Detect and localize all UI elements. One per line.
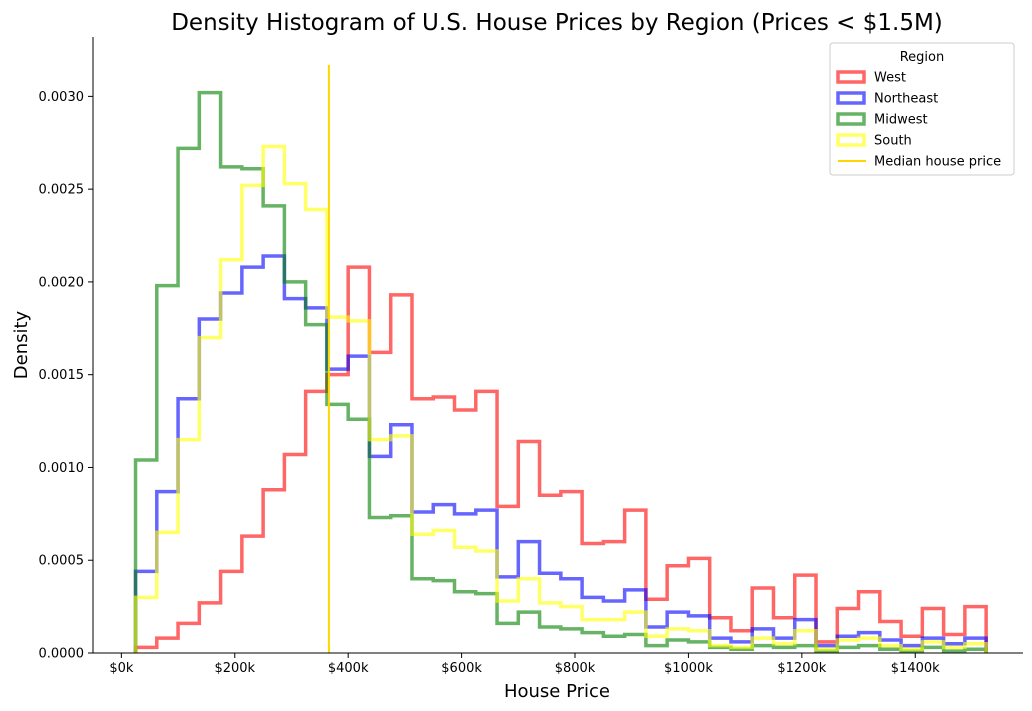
x-tick-label: $1000k xyxy=(664,661,713,676)
legend-frame xyxy=(829,42,1015,176)
legend-swatch-midwest xyxy=(836,112,866,126)
legend-label-south: South xyxy=(874,134,912,149)
y-tick-label: 0.0005 xyxy=(39,554,85,569)
x-tick-label: $200k xyxy=(214,661,255,676)
x-tick-label: $800k xyxy=(555,661,596,676)
legend-label-midwest: Midwest xyxy=(874,113,928,128)
series-layer xyxy=(133,90,988,653)
x-axis-label: House Price xyxy=(504,681,610,702)
y-axis-label: Density xyxy=(11,310,32,379)
y-tick-label: 0.0000 xyxy=(39,647,85,662)
legend-swatch-west xyxy=(836,70,866,84)
legend: Region West Northeast Midwest South Median h… xyxy=(829,42,1015,176)
x-tick-label: $1400k xyxy=(891,661,940,676)
y-tick-label: 0.0025 xyxy=(39,183,85,198)
x-tick-label: $400k xyxy=(328,661,369,676)
y-tick-label: 0.0030 xyxy=(39,90,85,105)
legend-swatch-northeast xyxy=(836,91,866,105)
x-tick-label: $1200k xyxy=(777,661,826,676)
legend-label-median-house-price: Median house price xyxy=(874,155,1001,170)
series-northeast-outline xyxy=(133,254,988,653)
series-south-outline xyxy=(133,144,988,653)
legend-entries: West Northeast Midwest South Median house pr… xyxy=(836,70,1001,170)
legend-label-northeast: Northeast xyxy=(874,92,938,107)
legend-swatch-south xyxy=(836,133,866,147)
legend-title: Region xyxy=(900,50,945,65)
axes: $0k $200k $400k $600k $800k $1000k $1200k $1400… xyxy=(39,37,1023,676)
series-midwest-outline xyxy=(133,90,988,653)
x-tick-label: $0k xyxy=(109,661,134,676)
series-west-outline xyxy=(133,265,988,653)
y-tick-label: 0.0015 xyxy=(39,368,85,383)
y-tick-label: 0.0020 xyxy=(39,275,85,290)
chart-title: Density Histogram of U.S. House Prices b… xyxy=(171,10,943,36)
x-tick-label: $600k xyxy=(441,661,482,676)
y-tick-label: 0.0010 xyxy=(39,461,85,476)
legend-label-west: West xyxy=(874,71,906,86)
